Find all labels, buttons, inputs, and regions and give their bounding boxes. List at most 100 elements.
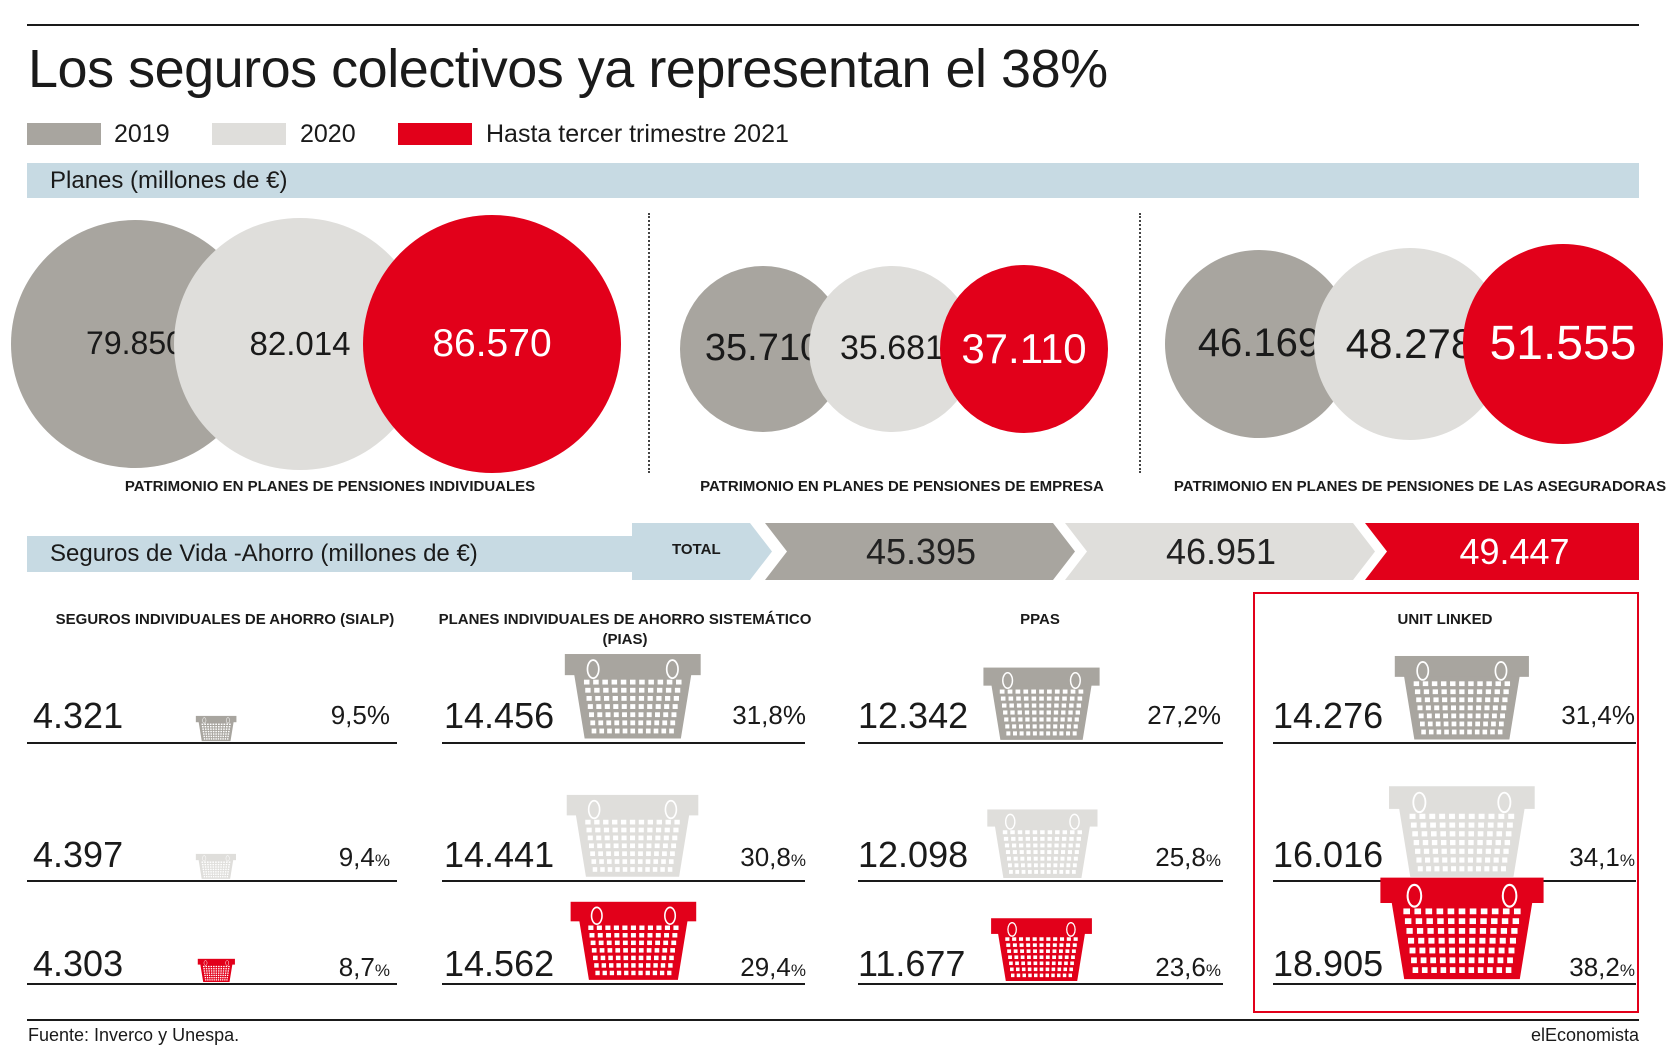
total-arrow-2019	[765, 523, 1075, 580]
bubble-hasta-tercer-trimestre-2021: 86.570	[363, 215, 621, 473]
row-value: 16.016	[1273, 834, 1384, 875]
percentage-unit: %	[1197, 700, 1221, 730]
percentage-unit: %	[1205, 961, 1221, 980]
bubble-value: 35.681	[839, 329, 944, 368]
brand-logo: elEconomista	[1530, 1025, 1639, 1045]
total-label: TOTAL	[672, 541, 721, 558]
row-value: 14.441	[444, 834, 555, 875]
basket-mark	[562, 651, 704, 747]
row-percentage: 31,4%	[1561, 700, 1635, 731]
category-title-pias: PLANES INDIVIDUALES DE AHORRO SISTEMÁTIC…	[438, 611, 812, 648]
basket-mark	[568, 899, 699, 988]
planes-band-label: Planes (millones de €)	[50, 167, 288, 194]
row-divider	[858, 742, 1223, 744]
percentage-number: 23,6	[1155, 952, 1206, 982]
row-value: 4.321	[33, 695, 124, 736]
percentage-unit: %	[782, 700, 806, 730]
row-divider	[27, 742, 397, 744]
legend-label-2019: 2019	[114, 120, 170, 148]
percentage-unit: %	[374, 851, 390, 870]
category-title-sialp: SEGUROS INDIVIDUALES DE AHORRO (SIALP)	[55, 611, 395, 628]
planes-band	[27, 163, 1639, 198]
row-divider	[442, 880, 805, 882]
row-divider	[27, 880, 397, 882]
percentage-number: 9,5	[330, 700, 367, 730]
seguros-band-label: Seguros de Vida -Ahorro (millones de €)	[50, 540, 478, 567]
source-note: Fuente: Inverco y Unespa.	[28, 1025, 240, 1045]
row-percentage: 8,7%	[339, 952, 390, 983]
basket-mark	[564, 792, 701, 885]
group-caption-aseguradoras: PATRIMONIO EN PLANES DE PENSIONES DE LAS…	[1173, 478, 1667, 495]
percentage-number: 25,8	[1155, 842, 1206, 872]
row-value: 14.456	[444, 695, 555, 736]
basket-mark	[1392, 653, 1532, 747]
row-percentage: 30,8%	[740, 842, 806, 873]
row-percentage: 23,6%	[1155, 952, 1221, 983]
bubble-value: 46.169	[1197, 321, 1321, 366]
group-divider	[648, 213, 650, 473]
percentage-number: 9,4	[338, 842, 375, 872]
bubble-value: 82.014	[249, 324, 351, 362]
row-value: 11.677	[858, 943, 966, 984]
group-caption-individuales: PATRIMONIO EN PLANES DE PENSIONES INDIVI…	[124, 478, 536, 495]
basket-mark	[985, 807, 1100, 885]
total-arrow	[632, 523, 772, 580]
percentage-number: 34,1	[1569, 842, 1620, 872]
bubble-hasta-tercer-trimestre-2021: 51.555	[1463, 244, 1663, 444]
bubble-value: 51.555	[1489, 317, 1637, 371]
group-divider	[1139, 213, 1141, 473]
bubble-value: 37.110	[961, 324, 1087, 372]
legend-swatch-2019	[27, 123, 101, 145]
basket-mark	[197, 958, 236, 988]
total-value-2021: 49.447	[1459, 531, 1570, 572]
row-value: 4.397	[33, 834, 124, 875]
row-divider	[1273, 983, 1636, 985]
row-divider	[858, 880, 1223, 882]
basket-mark	[989, 916, 1094, 988]
percentage-unit: %	[1205, 851, 1221, 870]
unit-linked-highlight	[1253, 592, 1639, 1013]
percentage-unit: %	[366, 700, 390, 730]
percentage-number: 31,8	[732, 700, 783, 730]
legend-swatch-2021	[398, 123, 472, 145]
bubble-hasta-tercer-trimestre-2021: 37.110	[939, 264, 1109, 434]
row-value: 4.303	[33, 943, 124, 984]
category-title-ppas: PPAS	[1020, 611, 1060, 628]
percentage-number: 29,4	[740, 952, 791, 982]
category-title-unit-linked: UNIT LINKED	[1397, 611, 1493, 628]
row-percentage: 25,8%	[1155, 842, 1221, 873]
basket-mark	[1377, 874, 1547, 988]
total-value-2019: 45.395	[865, 531, 977, 572]
row-percentage: 9,4%	[339, 842, 390, 873]
row-divider	[1273, 742, 1636, 744]
total-value-2020: 46.951	[1165, 531, 1277, 572]
row-divider	[27, 983, 397, 985]
row-value: 14.276	[1273, 695, 1384, 736]
row-value: 12.342	[858, 695, 969, 736]
percentage-unit: %	[790, 961, 806, 980]
row-value: 12.098	[858, 834, 969, 875]
percentage-number: 31,4	[1561, 700, 1612, 730]
basket-mark	[981, 665, 1102, 747]
bubble-value: 79.850	[86, 325, 184, 362]
row-percentage: 29,4%	[740, 952, 806, 983]
percentage-number: 27,2	[1147, 700, 1198, 730]
percentage-unit: %	[1619, 961, 1635, 980]
percentage-number: 8,7	[338, 952, 375, 982]
bubble-value: 86.570	[432, 322, 552, 365]
percentage-unit: %	[790, 851, 806, 870]
percentage-unit: %	[1619, 851, 1635, 870]
row-percentage: 34,1%	[1569, 842, 1635, 873]
bubble-value: 35.710	[704, 327, 822, 370]
bubble-2019: 46.169	[1164, 249, 1354, 439]
percentage-number: 38,2	[1569, 952, 1620, 982]
chart-title: Los seguros colectivos ya representan el…	[28, 39, 1108, 99]
row-percentage: 9,5%	[331, 700, 390, 731]
legend-swatch-2020	[212, 123, 286, 145]
row-percentage: 31,8%	[732, 700, 806, 731]
row-percentage: 38,2%	[1569, 952, 1635, 983]
row-percentage: 27,2%	[1147, 700, 1221, 731]
top-rule	[27, 24, 1639, 26]
row-divider	[442, 742, 805, 744]
percentage-unit: %	[1611, 700, 1635, 730]
